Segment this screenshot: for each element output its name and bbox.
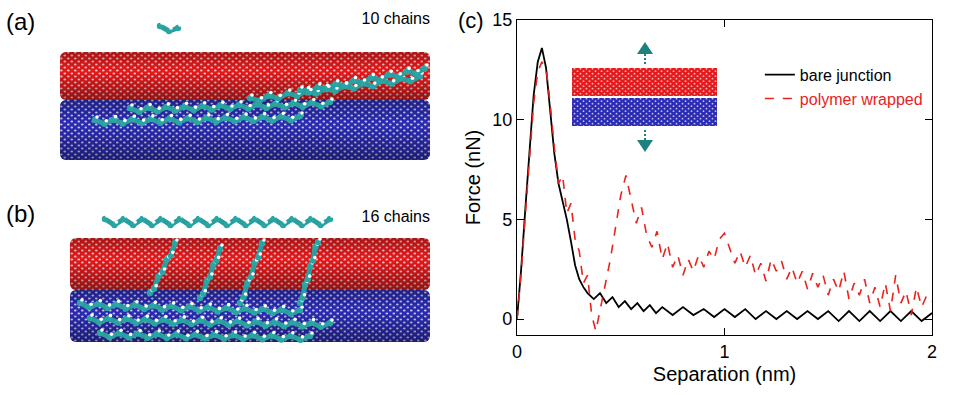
svg-text:0: 0 xyxy=(502,309,512,329)
svg-text:Separation (nm): Separation (nm) xyxy=(653,363,796,385)
svg-text:1: 1 xyxy=(719,342,729,362)
svg-text:bare junction: bare junction xyxy=(800,67,892,84)
svg-text:16 chains: 16 chains xyxy=(362,208,431,225)
svg-text:15: 15 xyxy=(492,10,512,30)
svg-text:polymer wrapped: polymer wrapped xyxy=(800,91,923,108)
svg-text:5: 5 xyxy=(502,210,512,230)
svg-text:(c): (c) xyxy=(458,8,484,33)
svg-text:10: 10 xyxy=(492,110,512,130)
svg-text:(b): (b) xyxy=(6,200,35,227)
svg-text:10 chains: 10 chains xyxy=(362,10,431,27)
svg-text:Force (nN): Force (nN) xyxy=(462,130,484,226)
svg-text:2: 2 xyxy=(927,342,937,362)
svg-text:(a): (a) xyxy=(6,8,35,35)
svg-text:0: 0 xyxy=(512,342,522,362)
